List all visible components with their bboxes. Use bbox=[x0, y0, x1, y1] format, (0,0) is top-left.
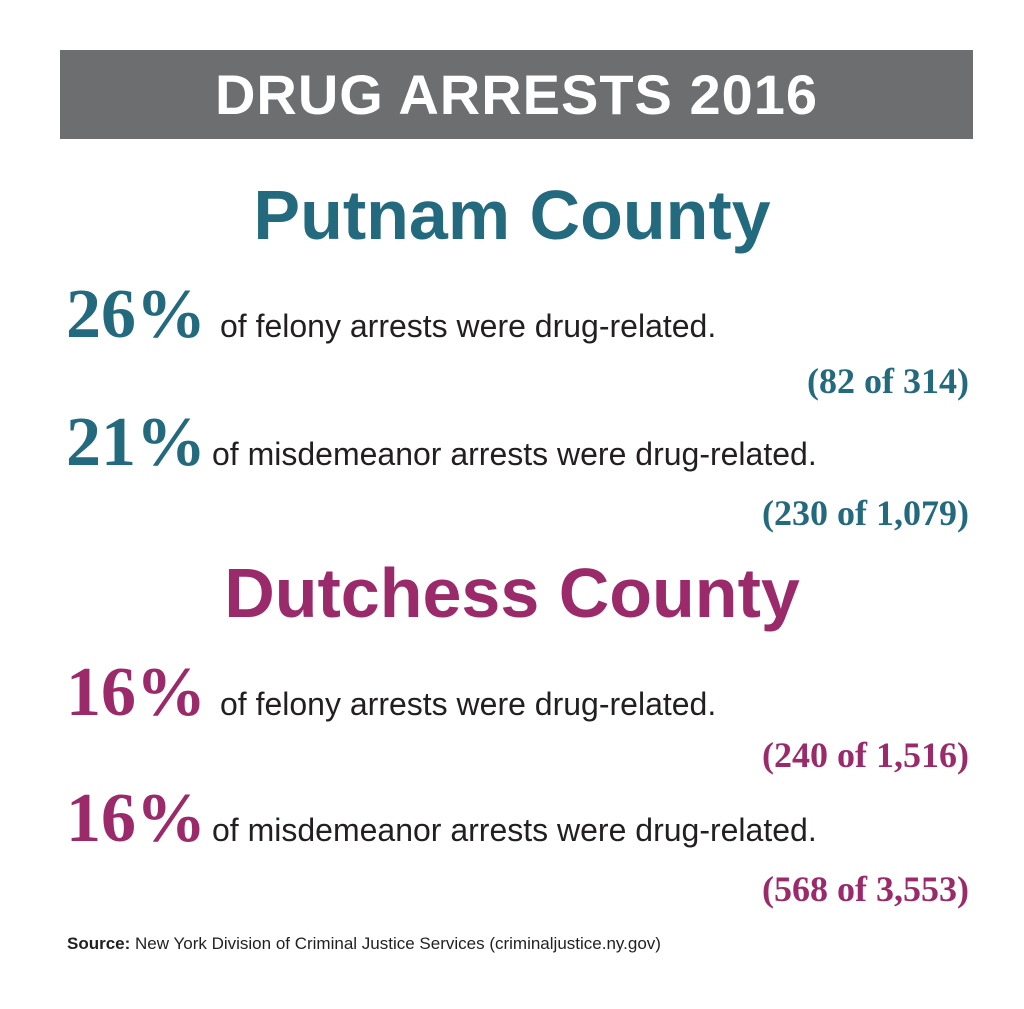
source-label: Source: bbox=[67, 934, 131, 953]
putnam-county-heading: Putnam County bbox=[253, 176, 771, 254]
dutchess-county-heading: Dutchess County bbox=[224, 554, 800, 632]
source-text: New York Division of Criminal Justice Se… bbox=[135, 934, 661, 953]
putnam-felony-count: (82 of 314) bbox=[807, 361, 969, 401]
dutchess-misdemeanor-stat: 16% of misdemeanor arrests were drug-rel… bbox=[66, 780, 969, 910]
putnam-misdemeanor-stat: 21% of misdemeanor arrests were drug-rel… bbox=[66, 404, 969, 534]
dutchess-felony-stat: 16% of felony arrests were drug-related.… bbox=[66, 658, 969, 778]
dutchess-felony-text: of felony arrests were drug-related. bbox=[220, 686, 717, 722]
putnam-felony-stat: 26% of felony arrests were drug-related.… bbox=[66, 276, 969, 402]
putnam-misdemeanor-percent: 21% bbox=[66, 404, 206, 481]
dutchess-misdemeanor-text: of misdemeanor arrests were drug-related… bbox=[212, 812, 817, 848]
dutchess-felony-count: (240 of 1,516) bbox=[762, 735, 969, 775]
source-note: Source: New York Division of Criminal Ju… bbox=[67, 934, 661, 954]
title-banner: DRUG ARRESTS 2016 bbox=[60, 50, 973, 139]
dutchess-misdemeanor-count: (568 of 3,553) bbox=[762, 869, 969, 909]
putnam-felony-text: of felony arrests were drug-related. bbox=[220, 308, 717, 344]
putnam-misdemeanor-count: (230 of 1,079) bbox=[762, 493, 969, 533]
putnam-felony-percent: 26% bbox=[66, 276, 206, 353]
putnam-misdemeanor-text: of misdemeanor arrests were drug-related… bbox=[212, 436, 817, 472]
dutchess-felony-percent: 16% bbox=[66, 654, 206, 731]
page-title: DRUG ARRESTS 2016 bbox=[214, 63, 819, 126]
dutchess-misdemeanor-percent: 16% bbox=[66, 780, 206, 857]
